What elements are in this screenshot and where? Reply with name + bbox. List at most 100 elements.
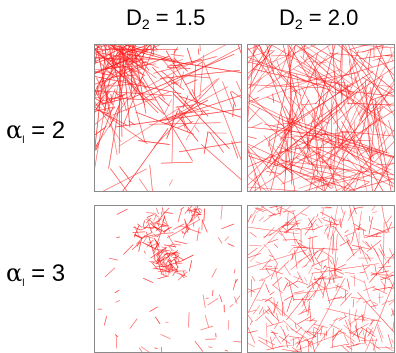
- fiber: [356, 46, 388, 54]
- fiber: [271, 330, 282, 344]
- fiber: [317, 332, 319, 346]
- fiber: [199, 54, 204, 99]
- fiber: [156, 251, 164, 261]
- fiber: [372, 57, 382, 61]
- fiber: [182, 230, 184, 234]
- fiber: [165, 50, 204, 115]
- fiber-network-clustered-short: [97, 206, 241, 352]
- fiber: [316, 167, 354, 171]
- fiber: [95, 48, 179, 51]
- fiber: [135, 234, 146, 245]
- fiber: [168, 261, 179, 273]
- fiber: [144, 250, 146, 255]
- fiber: [137, 223, 143, 228]
- fiber: [282, 45, 304, 122]
- fiber: [200, 78, 218, 93]
- fiber: [116, 45, 127, 59]
- fiber: [133, 45, 147, 114]
- fiber: [344, 319, 351, 334]
- fiber: [155, 207, 159, 215]
- fiber: [148, 122, 221, 125]
- fiber: [338, 315, 347, 321]
- fiber: [251, 122, 263, 128]
- fiber: [392, 320, 394, 331]
- fiber: [201, 109, 209, 117]
- fiber: [99, 45, 132, 89]
- fiber: [174, 252, 180, 254]
- fiber: [123, 74, 137, 85]
- fiber: [146, 212, 156, 214]
- fiber: [276, 312, 280, 324]
- fiber: [330, 343, 349, 348]
- fiber: [283, 206, 291, 214]
- fiber: [313, 276, 324, 295]
- fiber: [300, 308, 306, 314]
- fiber: [291, 347, 300, 352]
- fiber: [300, 103, 318, 106]
- fiber: [291, 136, 331, 189]
- fiber: [166, 253, 173, 263]
- fiber: [358, 105, 366, 116]
- fiber: [328, 276, 331, 285]
- fiber: [349, 209, 351, 216]
- fiber: [230, 91, 237, 107]
- fiber: [368, 231, 387, 238]
- fiber: [146, 217, 157, 226]
- fiber: [296, 60, 394, 132]
- fiber: [311, 281, 314, 290]
- fiber: [178, 141, 241, 153]
- fiber: [365, 349, 367, 352]
- fiber: [326, 232, 329, 240]
- fiber: [141, 51, 145, 68]
- fiber: [279, 206, 295, 215]
- fiber: [95, 106, 148, 145]
- fiber: [155, 316, 161, 325]
- fiber: [293, 69, 352, 95]
- fiber: [153, 218, 162, 224]
- fiber: [354, 325, 360, 343]
- fiber: [360, 326, 376, 337]
- fiber: [188, 260, 193, 272]
- fiber: [311, 341, 315, 352]
- fiber: [153, 56, 217, 74]
- fiber: [332, 45, 339, 145]
- fiber: [263, 243, 268, 249]
- row-header-alpha-3: αl = 3: [6, 259, 66, 289]
- fiber: [264, 310, 269, 315]
- fiber: [158, 217, 162, 220]
- fiber: [330, 174, 346, 191]
- fiber: [329, 227, 337, 240]
- fiber: [344, 231, 355, 237]
- fiber: [249, 231, 257, 238]
- fiber: [274, 266, 286, 317]
- fiber: [333, 269, 345, 275]
- fiber: [127, 58, 143, 66]
- fiber: [174, 258, 179, 268]
- fiber: [95, 92, 104, 95]
- fiber: [322, 282, 326, 299]
- fiber: [170, 255, 179, 263]
- fiber: [281, 222, 301, 227]
- fiber: [248, 154, 272, 177]
- fiber: [139, 347, 143, 352]
- fiber: [175, 260, 182, 263]
- fiber: [248, 287, 261, 293]
- fiber: [285, 220, 298, 234]
- fiber: [350, 340, 355, 345]
- fiber: [344, 335, 350, 346]
- fiber: [197, 208, 201, 214]
- fiber: [254, 45, 302, 97]
- fiber: [353, 206, 357, 214]
- fiber: [359, 271, 366, 274]
- fiber: [234, 295, 241, 303]
- fiber: [377, 323, 384, 339]
- fiber: [118, 56, 121, 154]
- fiber: [162, 216, 166, 221]
- fiber: [102, 65, 127, 85]
- fiber: [314, 281, 326, 289]
- fiber: [350, 48, 373, 67]
- fiber: [156, 230, 163, 238]
- fiber: [375, 106, 390, 136]
- fiber: [162, 266, 174, 273]
- fiber: [167, 67, 191, 69]
